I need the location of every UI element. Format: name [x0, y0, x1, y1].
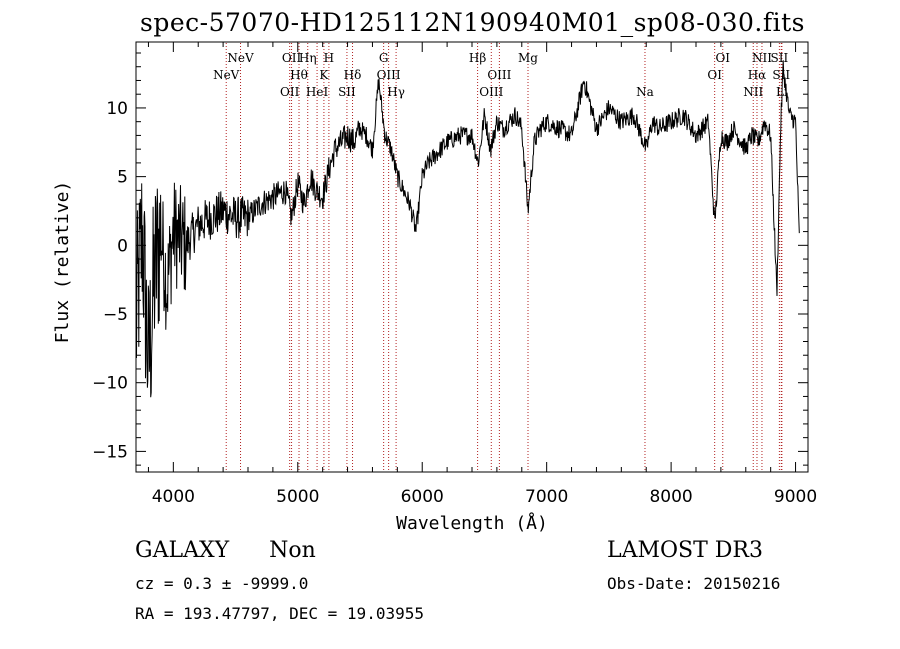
classification: GALAXY Non [135, 538, 316, 563]
line-label: OIII [479, 85, 503, 99]
spectrum-line [135, 60, 800, 398]
subclass: Non [269, 538, 316, 563]
redshift-line: cz = 0.3 ± -9999.0 [135, 574, 309, 593]
line-label: SII [338, 85, 356, 99]
x-tick-label: 4000 [152, 487, 195, 507]
x-axis-label: Wavelength (Å) [396, 512, 548, 534]
line-label: Hθ [290, 68, 308, 82]
line-label: OI [715, 51, 730, 65]
object-class: GALAXY [135, 538, 230, 563]
x-tick-label: 9000 [774, 487, 817, 507]
line-label: Na [636, 85, 654, 99]
line-label: Hβ [469, 51, 486, 65]
coordinates-line: RA = 193.47797, DEC = 19.03955 [135, 604, 424, 623]
line-label: Hδ [344, 68, 362, 82]
line-label: Hα [748, 68, 767, 82]
y-tick-label: 5 [117, 168, 128, 188]
line-markers [225, 43, 783, 471]
x-tick-label: 6000 [401, 487, 444, 507]
x-tick-label: 7000 [525, 487, 568, 507]
line-label: H [324, 51, 334, 65]
obs-date: Obs-Date: 20150216 [607, 574, 781, 593]
line-label: OIII [487, 68, 511, 82]
line-label: OI [707, 68, 722, 82]
y-tick-label: −5 [103, 305, 128, 325]
line-label: NII [743, 85, 763, 99]
line-label: OII [280, 85, 300, 99]
y-tick-label: 0 [117, 236, 128, 256]
x-tick-label: 5000 [276, 487, 319, 507]
line-label: Hη [299, 51, 317, 65]
line-label: Hγ [387, 85, 405, 99]
y-axis-label: Flux (relative) [52, 181, 73, 344]
x-tick-label: 8000 [649, 487, 692, 507]
y-axis: −15 −10 −5 0 5 10 [92, 52, 808, 466]
y-tick-label: −10 [92, 374, 128, 394]
y-tick-label: −15 [92, 442, 128, 462]
line-label: OIII [377, 68, 401, 82]
line-label: G [379, 51, 389, 65]
line-label: HeI [306, 85, 329, 99]
line-label: OII [282, 51, 302, 65]
plot-frame [135, 41, 809, 473]
chart-title: spec-57070-HD125112N190940M01_sp08-030.f… [140, 8, 805, 37]
survey-label: LAMOST DR3 [607, 538, 763, 563]
line-label: Mg [518, 51, 538, 65]
x-axis: 4000 5000 6000 7000 8000 9000 [147, 42, 817, 507]
line-labels: NeVNeVOIIOIIHθHηHeIKHSIIHδGOIIIHγHβOIIIO… [213, 51, 790, 99]
line-label: NeV [213, 68, 240, 82]
line-label: NII [752, 51, 772, 65]
line-label: K [319, 68, 329, 82]
line-label: SII [772, 68, 790, 82]
line-label: NeV [227, 51, 254, 65]
y-tick-label: 10 [106, 99, 128, 119]
line-label: SII [771, 51, 789, 65]
